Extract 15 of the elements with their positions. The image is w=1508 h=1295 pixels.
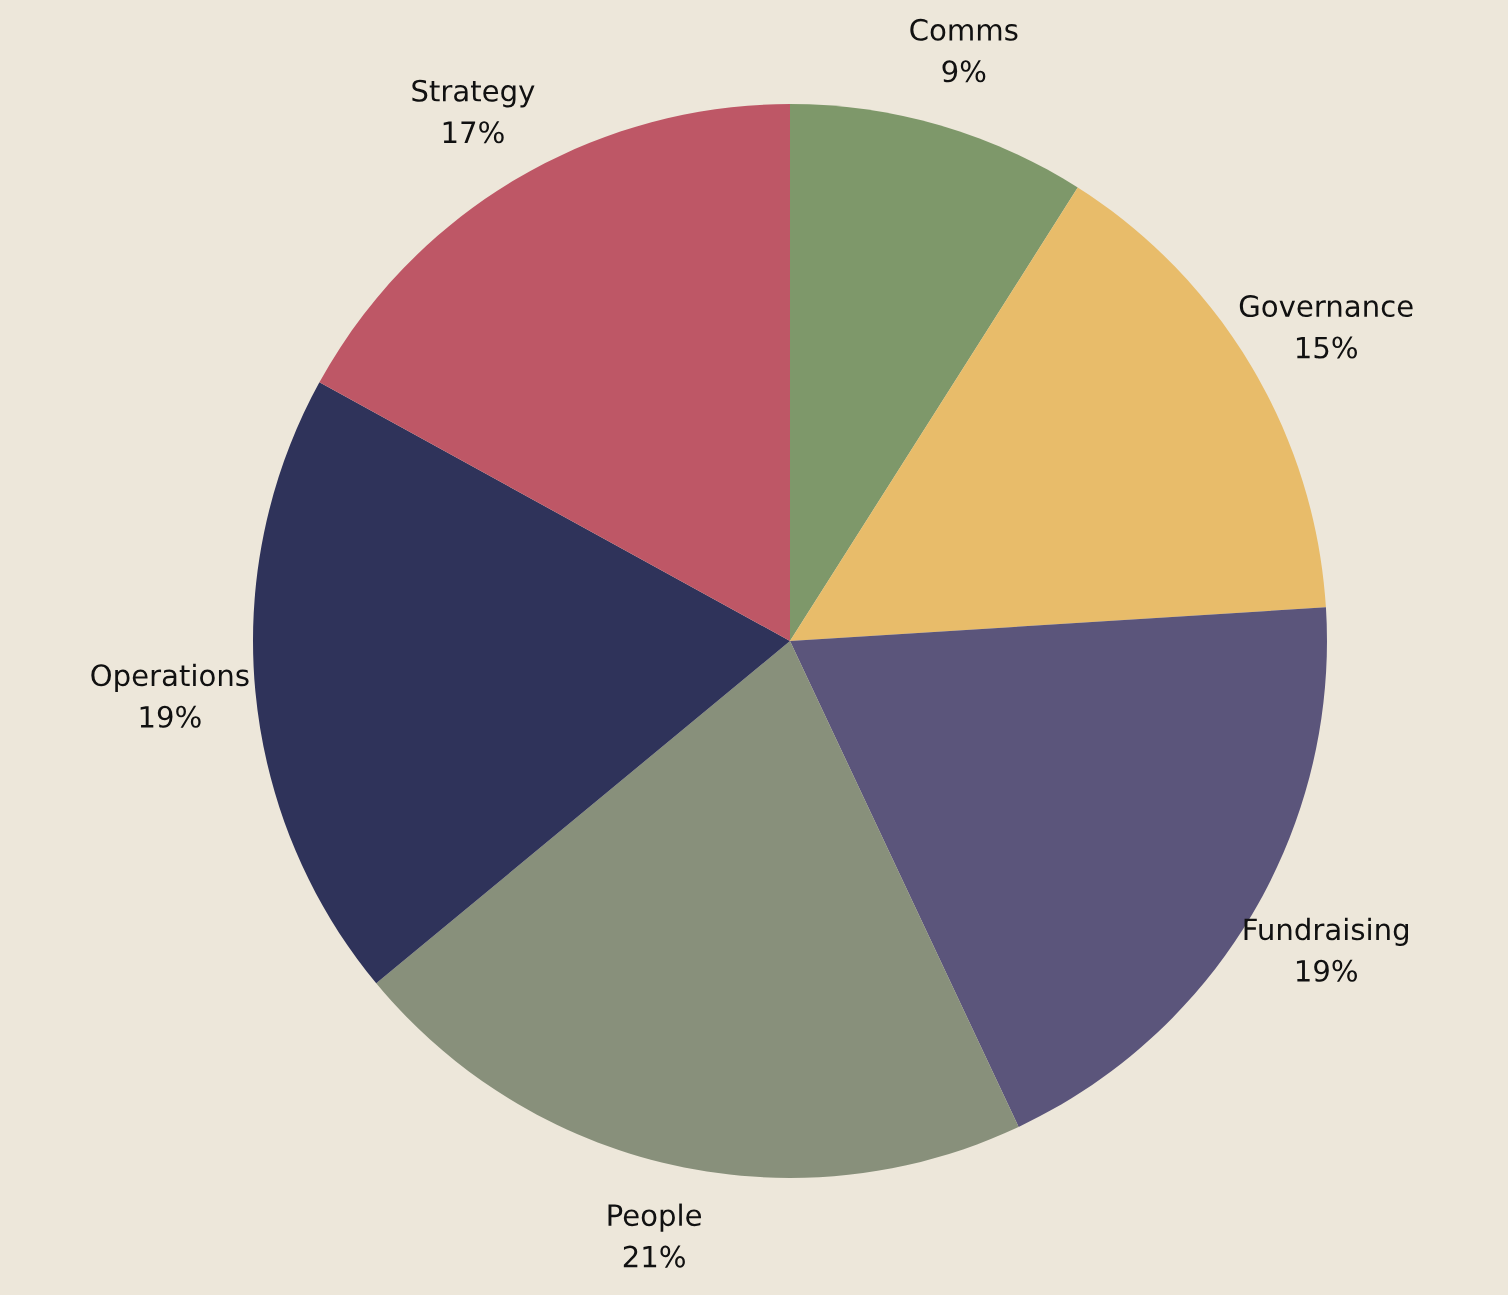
- slice-label: Operations: [91, 663, 249, 692]
- data-label: 19%: [140, 705, 201, 728]
- slice-label: People: [608, 1203, 701, 1232]
- slice-label: Comms: [910, 18, 1018, 41]
- slice-label: Governance: [1239, 295, 1413, 318]
- data-label: 9%: [942, 60, 986, 83]
- data-label: 21%: [623, 1245, 685, 1268]
- slice-label: Strategy: [412, 79, 535, 108]
- slice-label: Fundraising: [1244, 917, 1408, 946]
- data-label: 17%: [443, 121, 504, 144]
- pie-slice: [790, 104, 1078, 641]
- pie-slice: [376, 641, 1019, 1178]
- pie-slice: [253, 382, 790, 984]
- data-label: 19%: [1296, 959, 1357, 982]
- data-label: 15%: [1296, 336, 1357, 359]
